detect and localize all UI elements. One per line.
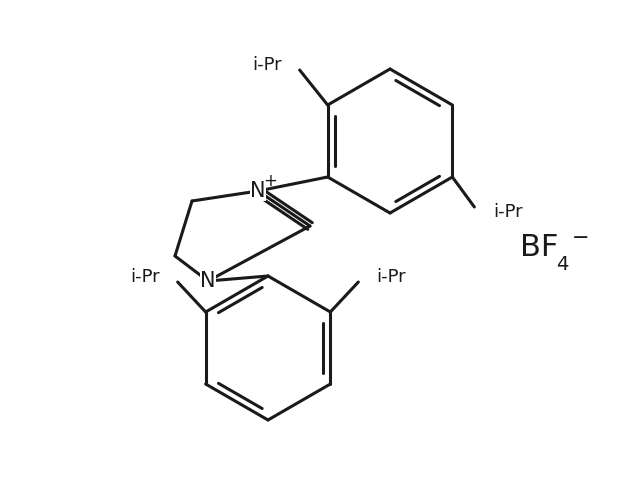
Text: 4: 4	[556, 254, 568, 273]
Text: N: N	[200, 271, 216, 291]
Text: −: −	[572, 228, 589, 248]
Text: N: N	[250, 181, 266, 201]
Text: i-Pr: i-Pr	[130, 268, 159, 286]
Text: +: +	[263, 172, 277, 190]
Text: i-Pr: i-Pr	[376, 268, 406, 286]
Text: i-Pr: i-Pr	[493, 203, 523, 221]
Text: i-Pr: i-Pr	[252, 56, 282, 74]
Text: BF: BF	[520, 234, 558, 262]
